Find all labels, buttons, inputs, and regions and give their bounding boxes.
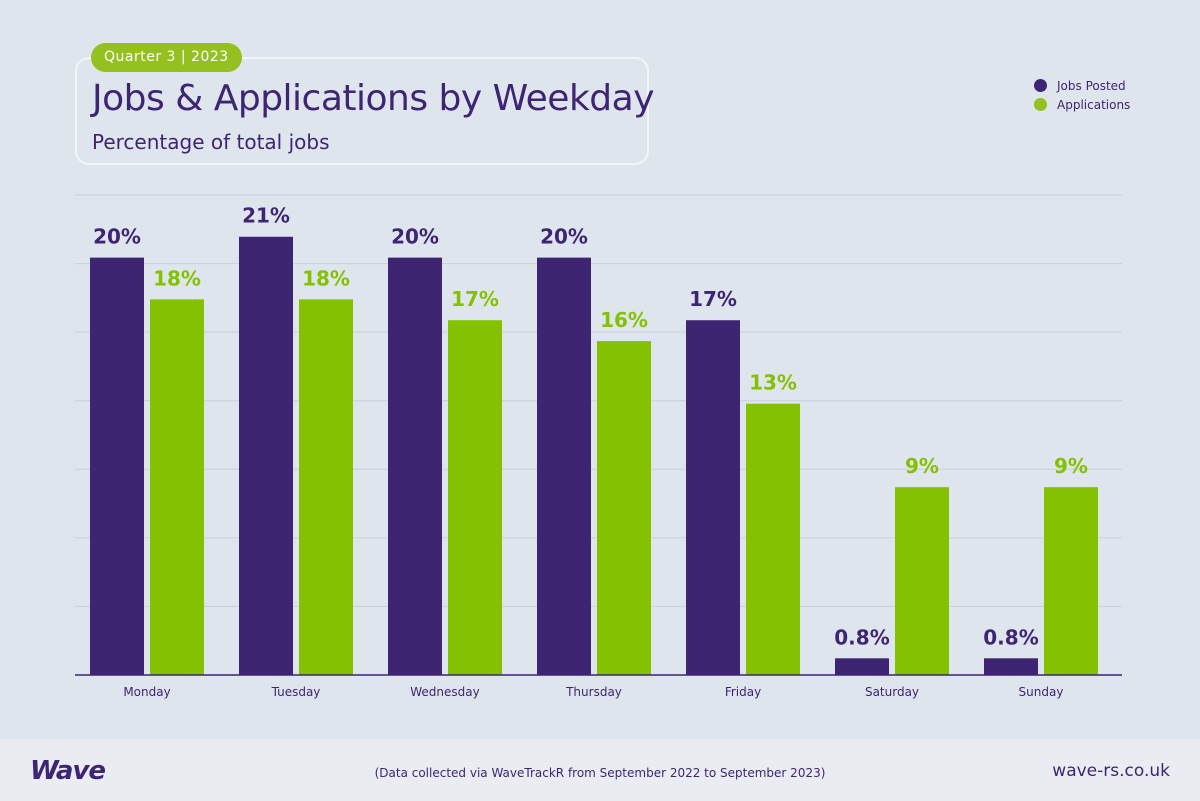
footer: Wave (Data collected via WaveTrackR from… xyxy=(0,739,1200,801)
x-tick-label: Saturday xyxy=(865,685,919,699)
bar-jobs-posted xyxy=(537,257,591,675)
legend-label: Applications xyxy=(1057,97,1131,112)
data-label: 20% xyxy=(540,225,588,249)
bar-applications xyxy=(299,299,353,675)
data-label: 20% xyxy=(391,225,439,249)
x-tick-label: Tuesday xyxy=(271,685,321,699)
bar-applications xyxy=(895,487,949,675)
x-tick-label: Sunday xyxy=(1019,685,1064,699)
bar-applications xyxy=(1044,487,1098,675)
chart-title: Jobs & Applications by Weekday xyxy=(92,78,655,119)
bar-jobs-posted xyxy=(388,257,442,675)
data-label: 18% xyxy=(302,266,350,290)
data-label: 18% xyxy=(153,266,201,290)
data-source-note: (Data collected via WaveTrackR from Sept… xyxy=(374,766,826,780)
wave-logo: Wave xyxy=(30,756,106,786)
data-label: 9% xyxy=(905,454,939,478)
data-label: 0.8% xyxy=(834,625,889,649)
data-label: 13% xyxy=(749,371,797,395)
bar-applications xyxy=(150,299,204,675)
website-link[interactable]: wave-rs.co.uk xyxy=(1052,761,1170,781)
bar-chart: 20% 18% Monday 21% 18% Tuesday 20% 17% Wednesday… xyxy=(75,194,1122,699)
bar-jobs-posted xyxy=(90,257,144,675)
bar-applications xyxy=(597,341,651,675)
quarter-badge: Quarter 3 | 2023 xyxy=(91,43,242,72)
header-box xyxy=(75,57,649,165)
legend-item-jobs-posted: Jobs Posted xyxy=(1034,76,1130,95)
chart-subtitle: Percentage of total jobs xyxy=(92,130,330,154)
legend-dot-icon xyxy=(1034,79,1047,92)
data-label: 16% xyxy=(600,308,648,332)
x-tick-label: Monday xyxy=(123,685,170,699)
data-label: 20% xyxy=(93,225,141,249)
bar-jobs-posted xyxy=(984,658,1038,675)
bar-jobs-posted xyxy=(835,658,889,675)
bar-jobs-posted xyxy=(239,236,293,675)
bar-jobs-posted xyxy=(686,320,740,675)
legend-item-applications: Applications xyxy=(1034,95,1130,114)
x-tick-label: Thursday xyxy=(565,685,622,699)
legend-label: Jobs Posted xyxy=(1057,78,1126,93)
data-label: 21% xyxy=(242,204,290,228)
data-label: 17% xyxy=(689,287,737,311)
data-label: 17% xyxy=(451,287,499,311)
legend-dot-icon xyxy=(1034,98,1047,111)
bar-applications xyxy=(746,403,800,675)
bar-applications xyxy=(448,320,502,675)
legend: Jobs Posted Applications xyxy=(1034,76,1130,114)
data-label: 9% xyxy=(1054,454,1088,478)
data-label: 0.8% xyxy=(983,625,1038,649)
x-tick-label: Wednesday xyxy=(410,685,479,699)
x-tick-label: Friday xyxy=(725,685,761,699)
